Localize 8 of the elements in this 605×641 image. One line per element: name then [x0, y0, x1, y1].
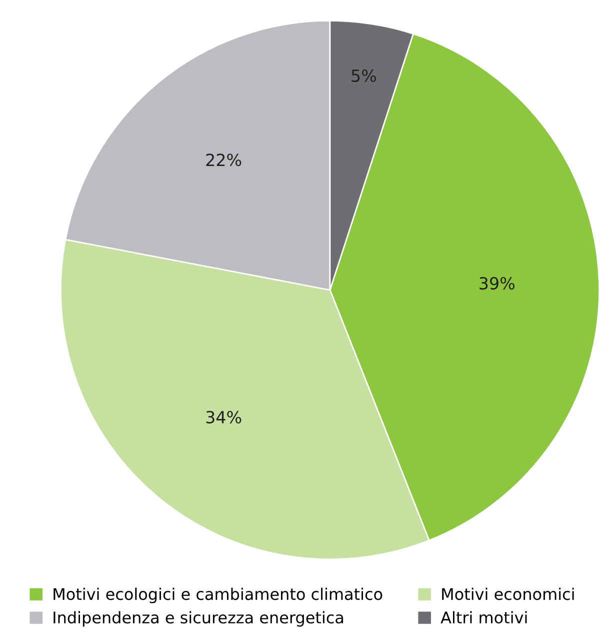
legend-label: Altri motivi: [440, 611, 527, 624]
data-label: 22%: [206, 154, 242, 166]
data-label: 39%: [480, 276, 514, 290]
legend-label: Indipendenza e sicurezza energetica: [54, 611, 344, 627]
data-label: 5%: [352, 69, 376, 82]
data-label: 34%: [206, 410, 242, 424]
legend-label: Motivi economici: [442, 588, 574, 600]
legend-label: Motivi ecologici e cambiamento climatico: [54, 588, 382, 604]
